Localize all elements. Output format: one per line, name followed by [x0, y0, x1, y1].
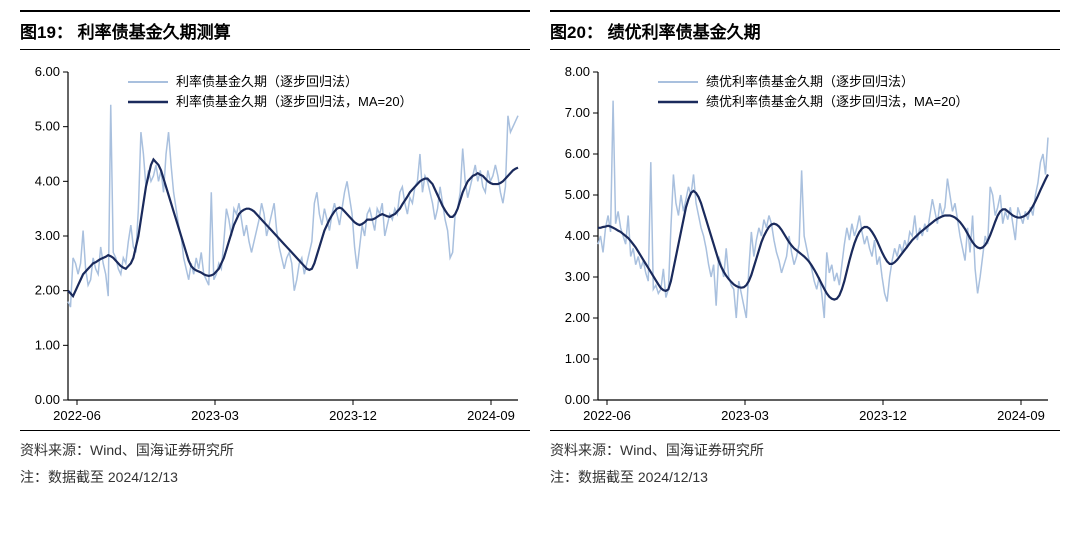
svg-text:绩优利率债基金久期（逐步回归法，MA=20）: 绩优利率债基金久期（逐步回归法，MA=20） — [706, 94, 969, 109]
right-chart: 0.00 1.00 2.00 3.00 4.00 5.00 6.00 7.00 8.00 2022… — [550, 60, 1060, 430]
svg-text:2023-12: 2023-12 — [859, 408, 907, 423]
left-title-text: 利率债基金久期测算 — [78, 23, 231, 42]
svg-text:4.00: 4.00 — [35, 173, 60, 188]
svg-text:1.00: 1.00 — [565, 351, 590, 366]
right-footer: 资料来源：Wind、国海证券研究所 注：数据截至 2024/12/13 — [550, 430, 1060, 490]
svg-text:2024-09: 2024-09 — [997, 408, 1045, 423]
svg-text:2024-09: 2024-09 — [467, 408, 515, 423]
svg-text:2.00: 2.00 — [565, 310, 590, 325]
left-footer: 资料来源：Wind、国海证券研究所 注：数据截至 2024/12/13 — [20, 430, 530, 490]
svg-text:2023-03: 2023-03 — [721, 408, 769, 423]
right-title: 图20： 绩优利率债基金久期 — [550, 10, 1060, 50]
svg-text:8.00: 8.00 — [565, 64, 590, 79]
svg-text:0.00: 0.00 — [35, 392, 60, 407]
svg-text:3.00: 3.00 — [565, 269, 590, 284]
left-chart-svg: 0.00 1.00 2.00 3.00 4.00 5.00 6.00 2022-06 2023-… — [20, 60, 530, 430]
right-title-text: 绩优利率债基金久期 — [608, 23, 761, 42]
svg-text:7.00: 7.00 — [565, 105, 590, 120]
left-source: 资料来源：Wind、国海证券研究所 — [20, 437, 530, 464]
charts-container: 图19： 利率债基金久期测算 0.00 1.00 2.00 3.00 4.00 5.00 6… — [0, 0, 1080, 500]
right-chart-svg: 0.00 1.00 2.00 3.00 4.00 5.00 6.00 7.00 8.00 2022… — [550, 60, 1060, 430]
svg-text:1.00: 1.00 — [35, 337, 60, 352]
svg-text:绩优利率债基金久期（逐步回归法）: 绩优利率债基金久期（逐步回归法） — [706, 74, 914, 89]
svg-text:利率债基金久期（逐步回归法）: 利率债基金久期（逐步回归法） — [176, 74, 358, 89]
svg-text:5.00: 5.00 — [565, 187, 590, 202]
right-panel: 图20： 绩优利率债基金久期 0.00 1.00 2.00 3.00 4.00 5.00 6… — [550, 10, 1060, 490]
left-title: 图19： 利率债基金久期测算 — [20, 10, 530, 50]
svg-text:2022-06: 2022-06 — [583, 408, 631, 423]
svg-text:利率债基金久期（逐步回归法，MA=20）: 利率债基金久期（逐步回归法，MA=20） — [176, 94, 413, 109]
svg-text:6.00: 6.00 — [35, 64, 60, 79]
svg-text:2.00: 2.00 — [35, 283, 60, 298]
svg-text:2023-03: 2023-03 — [191, 408, 239, 423]
svg-text:2023-12: 2023-12 — [329, 408, 377, 423]
right-note: 注：数据截至 2024/12/13 — [550, 464, 1060, 491]
svg-text:4.00: 4.00 — [565, 228, 590, 243]
svg-text:6.00: 6.00 — [565, 146, 590, 161]
svg-text:5.00: 5.00 — [35, 119, 60, 134]
left-title-prefix: 图19： — [20, 23, 73, 42]
svg-text:3.00: 3.00 — [35, 228, 60, 243]
right-title-prefix: 图20： — [550, 23, 603, 42]
left-chart: 0.00 1.00 2.00 3.00 4.00 5.00 6.00 2022-06 2023-… — [20, 60, 530, 430]
left-panel: 图19： 利率债基金久期测算 0.00 1.00 2.00 3.00 4.00 5.00 6… — [20, 10, 530, 490]
svg-text:0.00: 0.00 — [565, 392, 590, 407]
right-source: 资料来源：Wind、国海证券研究所 — [550, 437, 1060, 464]
left-note: 注：数据截至 2024/12/13 — [20, 464, 530, 491]
svg-text:2022-06: 2022-06 — [53, 408, 101, 423]
